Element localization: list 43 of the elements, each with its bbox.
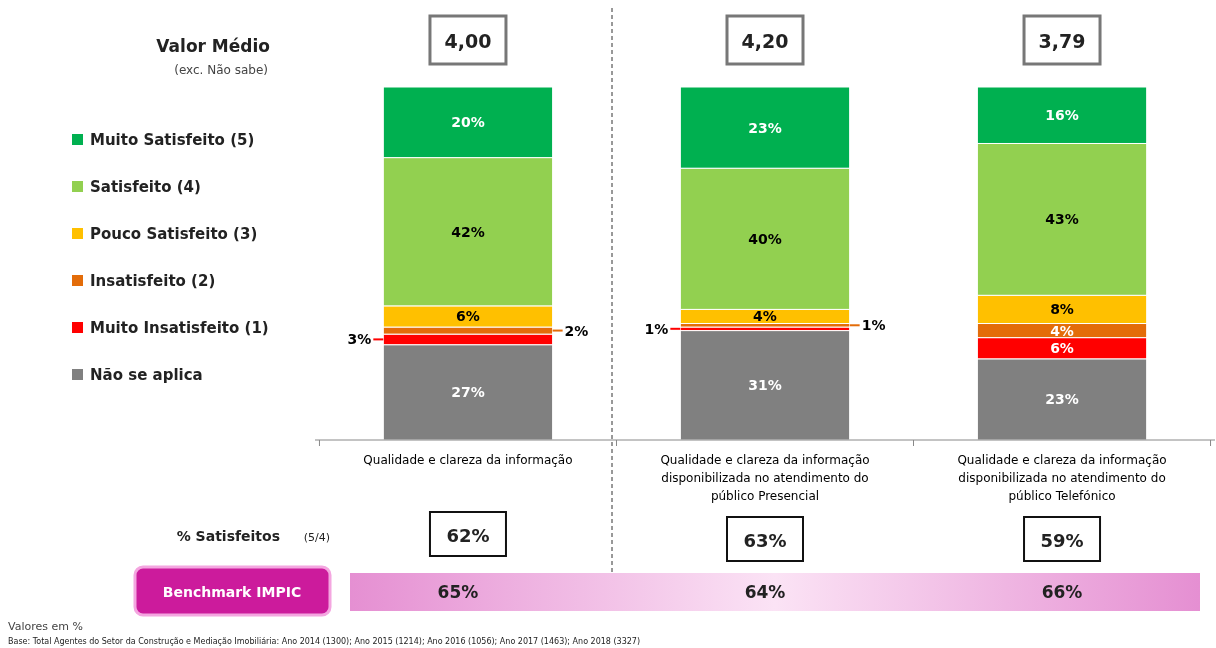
text: (exc. Não sabe) <box>174 63 268 77</box>
data-label: 2% <box>564 322 589 339</box>
data-label: 31% <box>748 377 782 394</box>
text: 63% <box>743 530 787 551</box>
legend-label: Pouco Satisfeito (3) <box>90 225 258 243</box>
data-label: 23% <box>748 119 782 136</box>
data-label: 4% <box>1050 322 1074 339</box>
legend-label: Insatisfeito (2) <box>90 272 216 290</box>
data-label: 6% <box>456 308 480 325</box>
data-label: 1% <box>644 320 669 337</box>
x-tick-label: Qualidade e clareza da informação <box>363 453 573 467</box>
text: 59% <box>1040 530 1084 551</box>
data-label: 43% <box>1045 211 1079 228</box>
text: Benchmark IMPIC <box>162 584 302 600</box>
text: 4,20 <box>741 30 789 52</box>
text: 65% <box>437 582 479 602</box>
legend-label: Não se aplica <box>90 366 203 384</box>
legend-label: Muito Satisfeito (5) <box>90 131 255 149</box>
data-label: 1% <box>861 317 886 334</box>
x-tick-label: Qualidade e clareza da informação disponibilizada no atendimento do público Telefónico <box>957 453 1167 503</box>
text: 4,00 <box>444 30 492 52</box>
text: (5/4) <box>303 531 330 544</box>
data-label: 8% <box>1050 301 1074 318</box>
data-label: 27% <box>451 384 485 401</box>
legend-label: Muito Insatisfeito (1) <box>90 319 269 337</box>
data-label: 20% <box>451 114 485 131</box>
data-label: 42% <box>451 223 485 240</box>
data-label: 3% <box>347 331 372 348</box>
text: 3,79 <box>1038 30 1086 52</box>
text: 62% <box>446 525 490 546</box>
text: % Satisfeitos <box>176 528 280 544</box>
text: Base: Total Agentes do Setor da Construção e Mediação Imobiliária: Ano 2014 (1300); Ano 2015 (1214); Ano 2016 (1056); Ano 2017 (1463); Ano 2018 (3327) <box>8 637 641 646</box>
legend-label: Satisfeito (4) <box>90 178 201 196</box>
text: 66% <box>1041 582 1083 602</box>
data-label: 40% <box>748 230 782 247</box>
text: 64% <box>744 582 786 602</box>
data-label: 4% <box>753 308 777 325</box>
x-tick-label: Qualidade e clareza da informação disponibilizada no atendimento do público Presencial <box>660 453 870 503</box>
data-label: 16% <box>1045 107 1079 124</box>
text: Valores em % <box>8 620 83 633</box>
data-label: 23% <box>1045 391 1079 408</box>
data-label: 6% <box>1050 340 1074 357</box>
text: Valor Médio <box>156 36 270 56</box>
